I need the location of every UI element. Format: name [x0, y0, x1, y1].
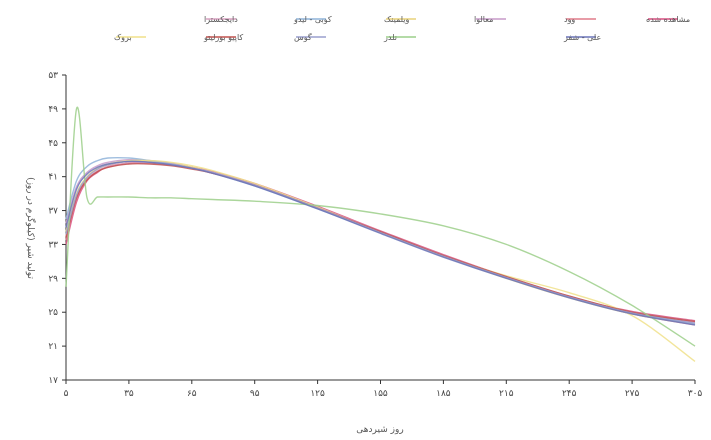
legend-label: ویلمینک	[384, 15, 409, 24]
series-line	[65, 106, 696, 347]
series-line	[65, 160, 696, 324]
series-line	[65, 158, 696, 324]
x-tick-label: ۹۵	[250, 389, 260, 399]
x-tick-label: ۳۵	[124, 389, 134, 399]
legend-label: دایجکسترا	[204, 15, 238, 24]
x-tick-label: ۵	[64, 389, 69, 399]
x-tick-label: ۲۴۵	[562, 389, 577, 399]
series-line	[65, 160, 696, 325]
y-tick-label: ۵۳	[48, 71, 58, 81]
legend-label: مشاهده شده	[646, 15, 690, 24]
y-tick-label: ۳۳	[48, 240, 58, 250]
legend-label: علی - شفر	[563, 33, 601, 42]
legend-label: بروک	[114, 33, 132, 42]
legend-label: کاپیو بورلیتو	[203, 33, 243, 42]
x-tick-label: ۲۱۵	[499, 389, 514, 399]
y-tick-label: ۱۷	[48, 376, 58, 386]
series-line	[65, 162, 696, 323]
y-tick-label: ۴۱	[48, 173, 58, 183]
series-line	[65, 161, 696, 322]
y-tick-label: ۲۱	[48, 342, 58, 352]
y-tick-label: ۴۹	[48, 105, 58, 115]
x-tick-label: ۱۲۵	[310, 389, 325, 399]
legend-label: معالوا	[474, 15, 493, 24]
x-axis-title: روز شیردهی	[356, 425, 403, 435]
series-line	[65, 162, 696, 323]
series-line	[65, 160, 696, 326]
x-tick-label: ۳۰۵	[688, 389, 703, 399]
series-line	[65, 159, 696, 362]
y-tick-label: ۴۵	[48, 139, 58, 149]
legend-label: کوبی - لیدو	[293, 15, 332, 24]
x-tick-label: ۶۵	[187, 389, 197, 399]
y-tick-label: ۲۹	[48, 274, 58, 284]
y-tick-label: ۳۷	[48, 207, 58, 217]
legend-label: نلدر	[383, 33, 397, 42]
x-tick-label: ۱۸۵	[436, 389, 451, 399]
series-line	[65, 157, 696, 325]
y-axis-title: تولید شیر (کیلوگرم در روز)	[25, 177, 37, 279]
legend: مشاهده شده وود معالوا ویلمینک کوبی - لیدو دای…	[114, 15, 690, 42]
series-line	[65, 162, 696, 326]
y-tick-label: ۲۵	[48, 308, 58, 318]
x-ticks: ۵ ۳۵ ۶۵ ۹۵ ۱۲۵ ۱۵۵ ۱۸۵ ۲۱۵ ۲۴۵ ۲۷۵ ۳۰۵	[64, 380, 703, 399]
plot-area	[65, 106, 696, 362]
legend-label: وود	[564, 15, 575, 24]
y-ticks: ۱۷ ۲۱ ۲۵ ۲۹ ۳۳ ۳۷ ۴۱ ۴۵ ۴۹ ۵۳	[48, 71, 66, 386]
x-tick-label: ۲۷۵	[625, 389, 640, 399]
axes: ۵ ۳۵ ۶۵ ۹۵ ۱۲۵ ۱۵۵ ۱۸۵ ۲۱۵ ۲۴۵ ۲۷۵ ۳۰۵ ۱۷۲۱۲۵۲۹۳۳۳…	[48, 71, 702, 399]
legend-label: گوس	[294, 32, 312, 42]
x-tick-label: ۱۵۵	[373, 389, 388, 399]
